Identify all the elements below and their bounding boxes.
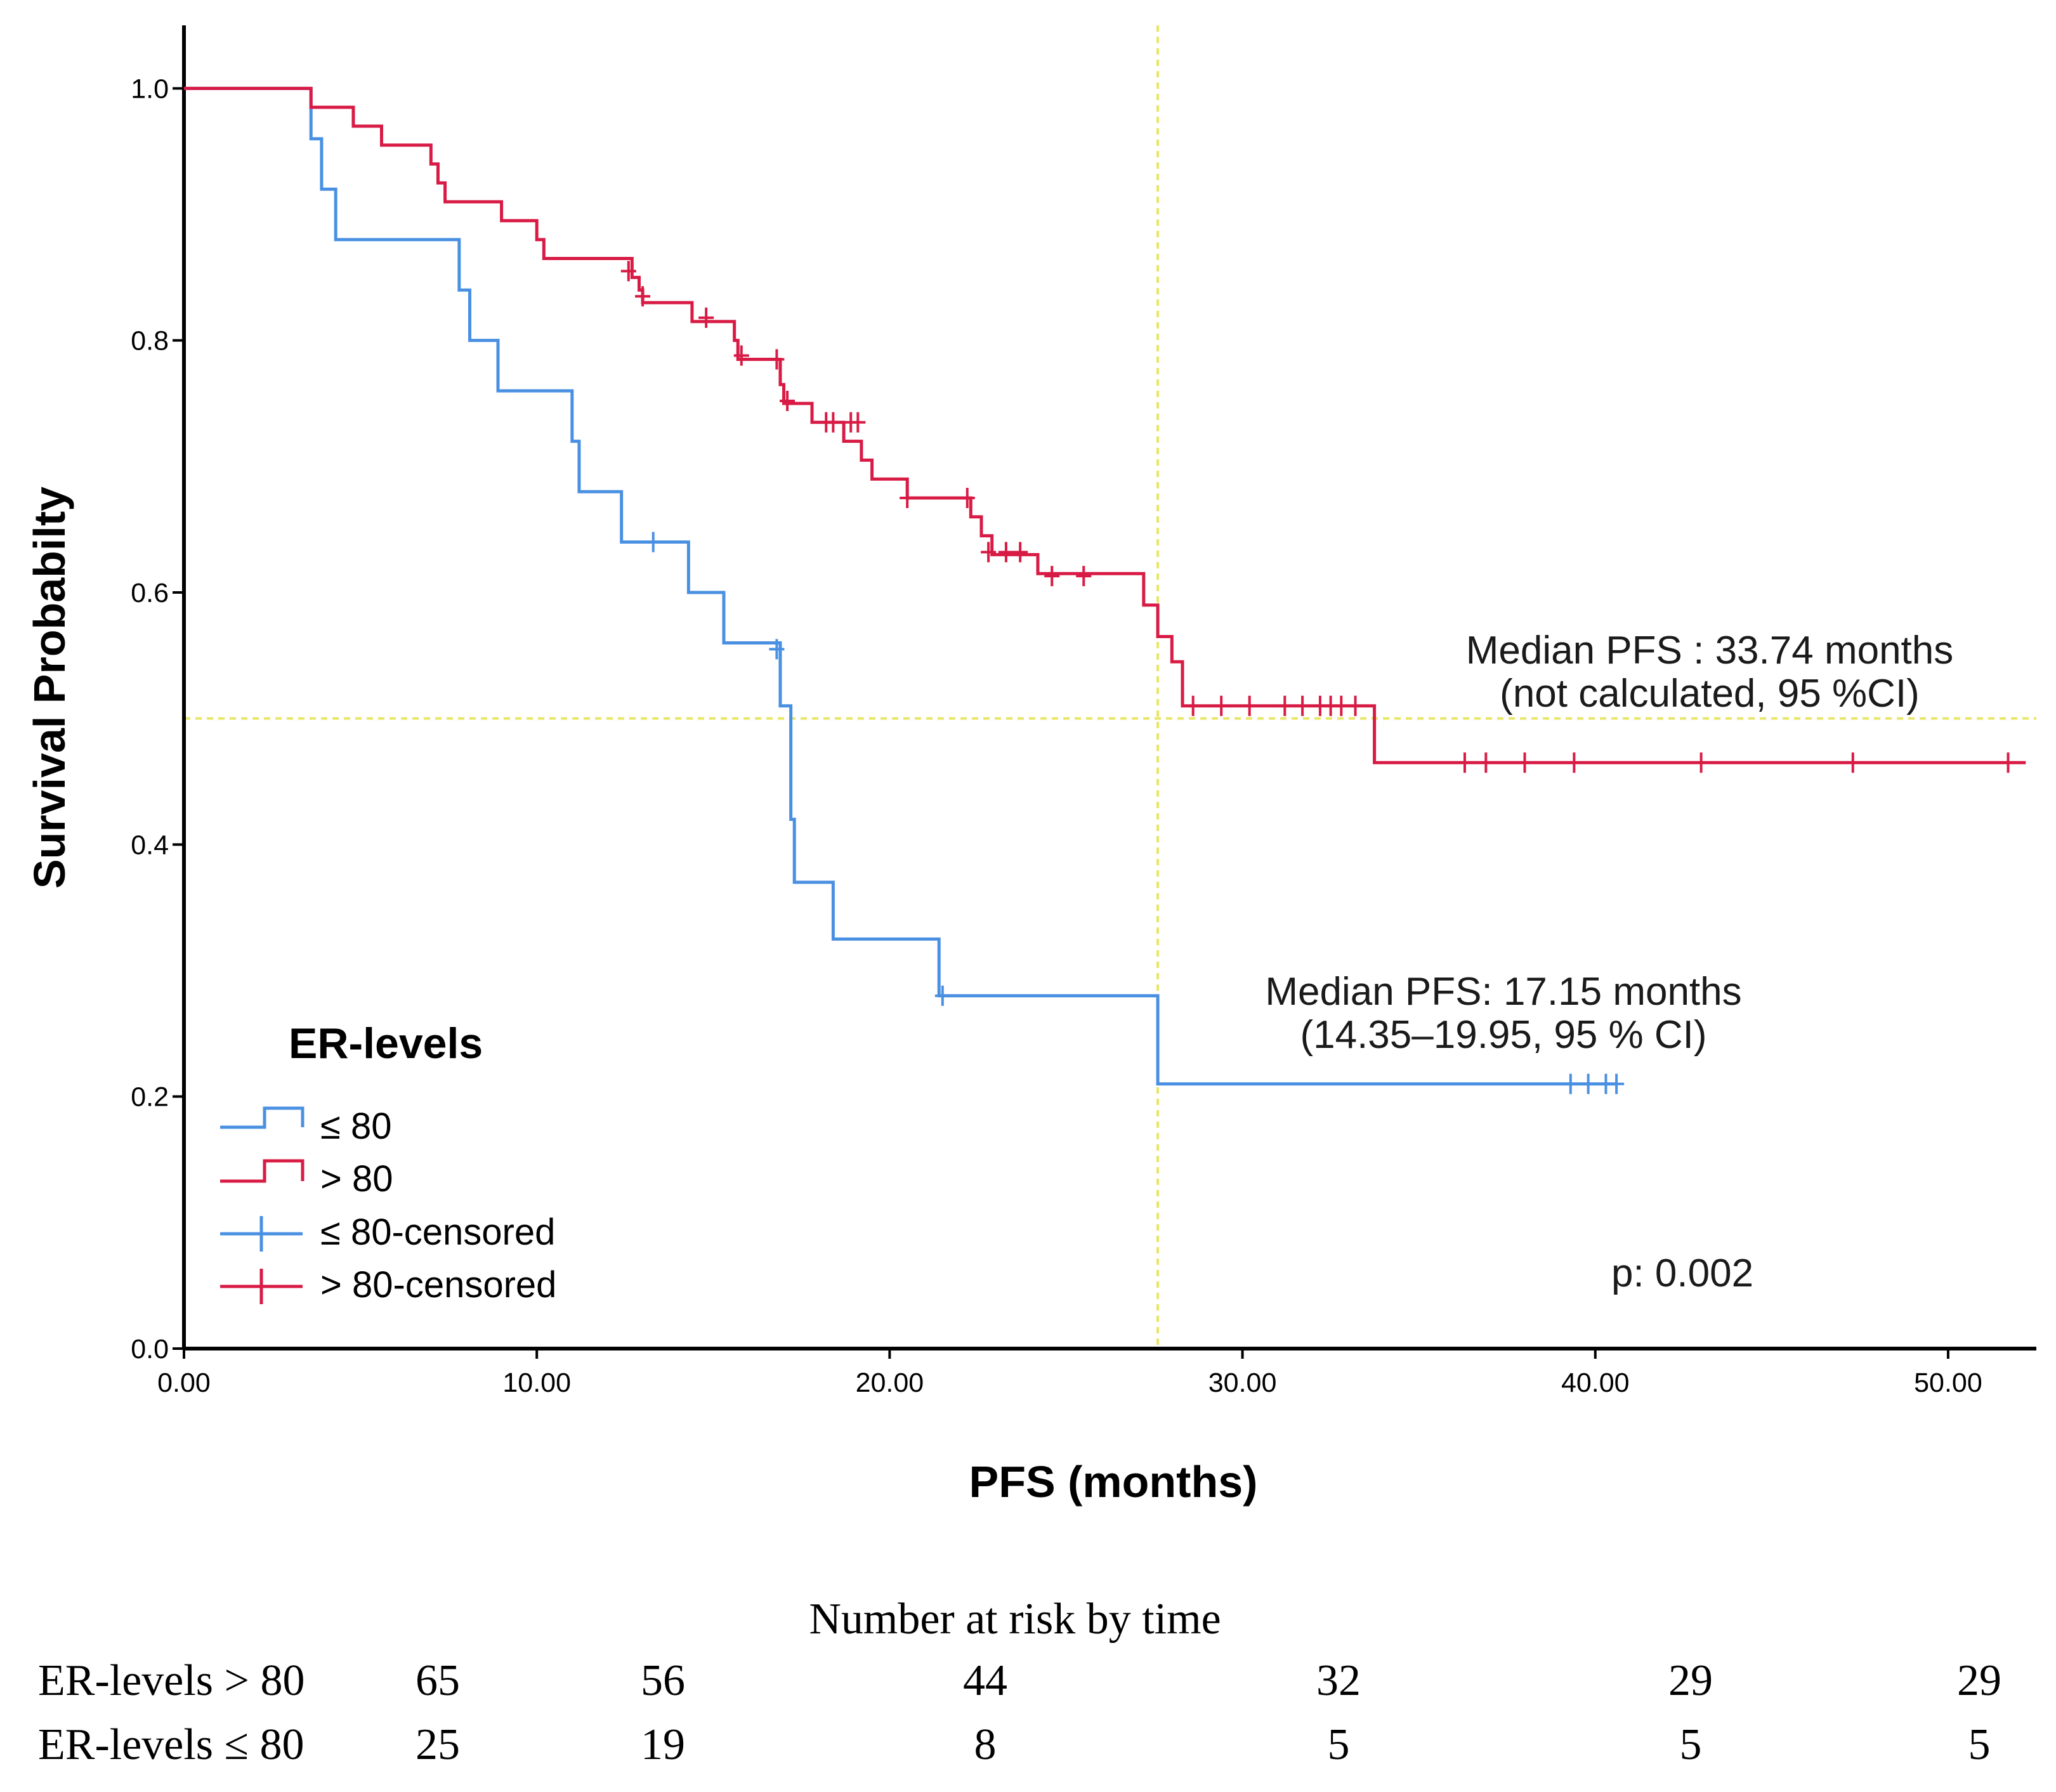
- y-tick-label: 0.6: [131, 578, 169, 608]
- censor-mark-gt80: [769, 349, 785, 370]
- y-tick-label: 0.4: [131, 830, 169, 860]
- median-annotation-high-line2: (not calculated, 95 %CI): [1500, 672, 1920, 716]
- legend-title: ER-levels: [289, 1019, 483, 1068]
- censor-mark-gt80: [1566, 752, 1582, 773]
- censor-mark-gt80: [1347, 695, 1363, 716]
- risk-value: 32: [1316, 1656, 1361, 1705]
- risk-value: 25: [416, 1720, 460, 1769]
- legend-label-le80-censored: ≤ 80-censored: [320, 1212, 555, 1253]
- censor-mark-gt80: [1076, 566, 1092, 587]
- censor-mark-gt80: [1517, 752, 1533, 773]
- censor-mark-gt80: [733, 345, 749, 366]
- censor-mark-gt80: [620, 261, 636, 282]
- legend-label-gt80: > 80: [320, 1158, 393, 1200]
- x-tick-label: 10.00: [502, 1368, 571, 1398]
- censor-mark-gt80: [1295, 695, 1311, 716]
- risk-table: Number at risk by time ER-levels > 80 ER…: [38, 1595, 2001, 1769]
- censor-mark-le80: [934, 985, 950, 1006]
- censor-mark-gt80: [1693, 752, 1709, 773]
- risk-table-values: 65 56 44 32 29 29 25 19 8 5 5 5: [416, 1656, 2001, 1769]
- y-axis-title: Survival Probabilty: [25, 487, 74, 889]
- legend-symbol-gt80: [220, 1159, 304, 1183]
- censor-mark-gt80: [1333, 695, 1349, 716]
- risk-value: 44: [963, 1656, 1007, 1705]
- censor-mark-gt80: [1241, 695, 1257, 716]
- censor-mark-gt80: [1044, 566, 1060, 587]
- risk-value: 29: [1957, 1656, 2001, 1705]
- x-tick-label: 50.00: [1914, 1368, 1982, 1398]
- risk-value: 5: [1328, 1720, 1350, 1769]
- series-line-gt80: [184, 86, 2026, 764]
- censor-mark-gt80: [1185, 695, 1201, 716]
- p-value: p: 0.002: [1611, 1252, 1753, 1295]
- risk-row-label-gt80: ER-levels > 80: [38, 1656, 305, 1705]
- censor-mark-gt80: [981, 542, 997, 563]
- censor-mark-le80: [769, 639, 785, 660]
- censor-mark-le80: [645, 532, 661, 553]
- censor-mark-le80: [1562, 1073, 1578, 1094]
- series-layer: [184, 86, 2026, 1086]
- legend: ER-levels ≤ 80 > 80 ≤ 80-censored > 80-c…: [220, 1019, 556, 1305]
- censor-mark-le80: [1580, 1073, 1596, 1094]
- median-annotation-low-line1: Median PFS: 17.15 months: [1265, 970, 1741, 1014]
- censor-mark-gt80: [780, 391, 796, 412]
- censor-mark-gt80: [1845, 752, 1861, 773]
- series-line-le80: [184, 86, 1617, 1086]
- risk-value: 56: [641, 1656, 685, 1705]
- x-axis-ticks: 0.00 10.00 20.00 30.00 40.00 50.00: [157, 1349, 1982, 1398]
- censor-mark-gt80: [1214, 695, 1229, 716]
- risk-value: 5: [1680, 1720, 1702, 1769]
- censor-mark-gt80: [1277, 695, 1293, 716]
- censor-mark-gt80: [825, 412, 841, 433]
- risk-row-label-le80: ER-levels ≤ 80: [38, 1720, 304, 1769]
- x-tick-label: 40.00: [1561, 1368, 1630, 1398]
- censor-mark-gt80: [959, 488, 975, 508]
- x-tick-label: 30.00: [1208, 1368, 1277, 1398]
- censor-mark-gt80: [850, 412, 866, 433]
- censor-mark-gt80: [1457, 752, 1472, 773]
- y-axis-ticks: 0.0 0.2 0.4 0.6 0.8 1.0: [131, 74, 184, 1364]
- censor-mark-gt80: [635, 286, 651, 307]
- risk-value: 19: [641, 1720, 685, 1769]
- risk-value: 65: [416, 1656, 460, 1705]
- legend-label-le80: ≤ 80: [320, 1106, 391, 1147]
- legend-symbol-le80-censored: [220, 1216, 303, 1252]
- risk-value: 5: [1968, 1720, 1991, 1769]
- legend-symbol-gt80-censored: [220, 1269, 303, 1304]
- censor-mark-gt80: [698, 307, 714, 328]
- median-annotation-low-line2: (14.35–19.95, 95 % CI): [1300, 1013, 1706, 1057]
- risk-table-title: Number at risk by time: [809, 1595, 1221, 1644]
- censor-marks-layer: [620, 261, 2016, 1094]
- y-tick-label: 0.2: [131, 1082, 169, 1113]
- censor-mark-gt80: [900, 488, 915, 508]
- x-tick-label: 20.00: [856, 1368, 924, 1398]
- risk-value: 8: [974, 1720, 997, 1769]
- y-tick-label: 1.0: [131, 74, 169, 104]
- censor-mark-gt80: [2000, 752, 2016, 773]
- censor-mark-le80: [1609, 1073, 1625, 1094]
- censor-mark-gt80: [1012, 542, 1028, 563]
- legend-symbol-le80: [220, 1106, 304, 1129]
- median-annotation-high-line1: Median PFS : 33.74 months: [1466, 629, 1954, 672]
- risk-value: 29: [1668, 1656, 1713, 1705]
- y-tick-label: 0.8: [131, 326, 169, 356]
- y-tick-label: 0.0: [131, 1334, 169, 1364]
- censor-mark-gt80: [998, 542, 1014, 563]
- legend-label-gt80-censored: > 80-censored: [320, 1264, 556, 1305]
- x-tick-label: 0.00: [157, 1368, 211, 1398]
- censor-mark-gt80: [1478, 752, 1494, 773]
- x-axis-title: PFS (months): [969, 1457, 1258, 1507]
